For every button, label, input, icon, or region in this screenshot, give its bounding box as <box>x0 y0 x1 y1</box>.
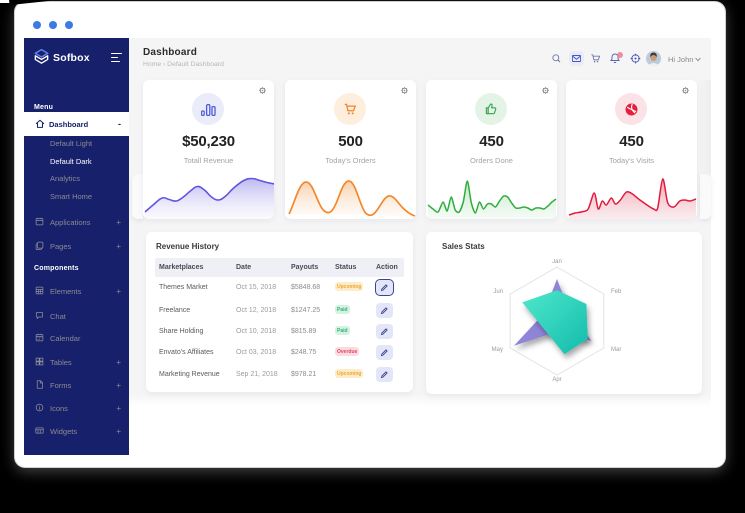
svg-text:Feb: Feb <box>611 289 622 295</box>
svg-text:May: May <box>492 347 503 353</box>
svg-text:Jan: Jan <box>552 259 562 265</box>
svg-text:Apr: Apr <box>552 377 561 383</box>
svg-text:Mar: Mar <box>611 347 621 353</box>
svg-text:Jun: Jun <box>493 289 503 295</box>
